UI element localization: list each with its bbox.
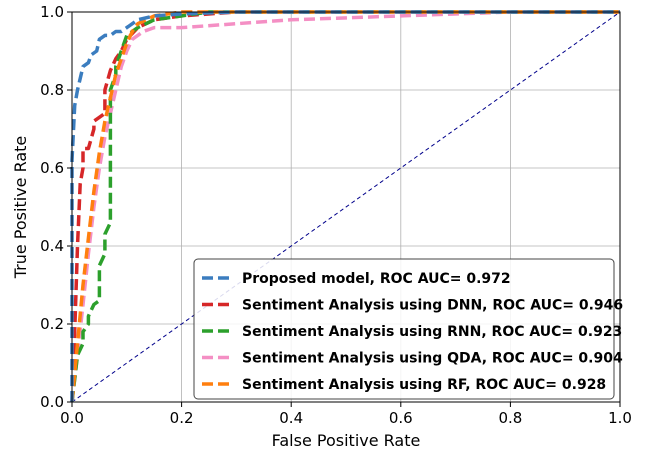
series-line-3 — [70, 10, 620, 403]
legend: Proposed model, ROC AUC= 0.972 Sentiment … — [193, 258, 623, 400]
y-tick-label: 0.2 — [40, 315, 64, 333]
y-tick-label: 0.6 — [40, 159, 64, 177]
diagonal-reference-line — [71, 11, 621, 403]
series-line-0 — [70, 10, 620, 402]
legend-label: Sentiment Analysis using RF, ROC AUC= 0.… — [242, 377, 606, 393]
series-line-1 — [70, 10, 620, 403]
x-axis-ticks: 0.0 0.2 0.4 0.6 0.8 1.0 — [60, 402, 632, 427]
series-line-2 — [70, 10, 620, 403]
x-tick-label: 0.6 — [389, 409, 413, 427]
y-tick-label: 1.0 — [40, 3, 64, 21]
y-tick-label: 0.8 — [40, 81, 64, 99]
x-tick-label: 0.2 — [170, 409, 194, 427]
legend-label: Sentiment Analysis using DNN, ROC AUC= 0… — [242, 298, 623, 314]
x-axis-label: False Positive Rate — [272, 431, 421, 450]
diagonal-line — [71, 11, 621, 403]
y-axis-label: True Positive Rate — [11, 136, 30, 280]
x-tick-label: 1.0 — [608, 409, 632, 427]
x-tick-label: 0.0 — [60, 409, 84, 427]
legend-label: Proposed model, ROC AUC= 0.972 — [242, 271, 511, 287]
plot-frame — [71, 11, 621, 403]
y-tick-label: 0.4 — [40, 237, 64, 255]
y-tick-label: 0.0 — [40, 393, 64, 411]
x-tick-label: 0.8 — [498, 409, 522, 427]
y-axis-ticks: 0.0 0.2 0.4 0.6 0.8 1.0 — [40, 3, 72, 411]
legend-box — [193, 258, 615, 400]
x-tick-label: 0.4 — [279, 409, 303, 427]
legend-label: Sentiment Analysis using QDA, ROC AUC= 0… — [242, 351, 623, 367]
legend-label: Sentiment Analysis using RNN, ROC AUC= 0… — [242, 324, 622, 340]
